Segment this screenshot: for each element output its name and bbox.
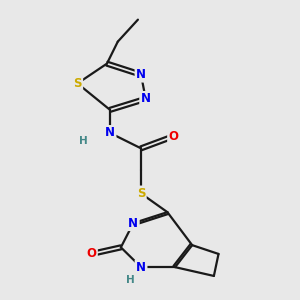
Text: H: H	[126, 275, 135, 285]
Text: S: S	[137, 187, 145, 200]
Text: N: N	[136, 261, 146, 274]
Text: N: N	[105, 126, 115, 140]
Text: O: O	[86, 248, 96, 260]
Text: N: N	[141, 92, 151, 105]
Text: O: O	[169, 130, 178, 143]
Text: S: S	[73, 77, 82, 90]
Text: N: N	[136, 68, 146, 81]
Text: N: N	[128, 217, 138, 230]
Text: H: H	[79, 136, 88, 146]
